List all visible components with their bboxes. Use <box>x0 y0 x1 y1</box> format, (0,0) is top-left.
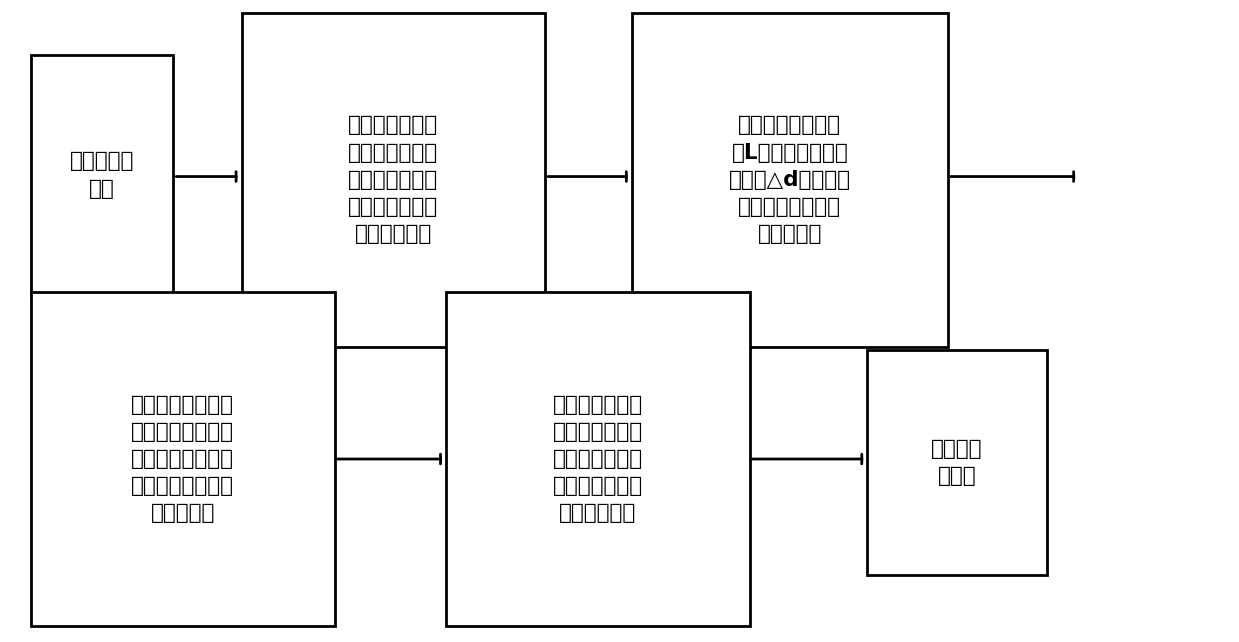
Text: 根据机床轴移动距
离L、移动方向、斑
点距离△d，计算激
光束指向与机床轴
的运动方向: 根据机床轴移动距 离L、移动方向、斑 点距离△d，计算激 光束指向与机床轴 的运… <box>729 116 851 244</box>
FancyBboxPatch shape <box>31 292 335 626</box>
FancyBboxPatch shape <box>867 350 1047 575</box>
FancyBboxPatch shape <box>632 13 948 347</box>
Text: 利用显微镜等测
量斑点距离，直
到激光束指向与
机床轴运动方向
夹角符合要求: 利用显微镜等测 量斑点距离，直 到激光束指向与 机床轴运动方向 夹角符合要求 <box>553 395 643 523</box>
FancyBboxPatch shape <box>446 292 750 626</box>
Text: 固定可调
反射镜: 固定可调 反射镜 <box>932 438 983 486</box>
Text: 调节可调反射镜，
调整激光束指向，
使机床轴在不同位
置时形成的斑点距
离不断减小: 调节可调反射镜， 调整激光束指向， 使机床轴在不同位 置时形成的斑点距 离不断减… <box>131 395 234 523</box>
FancyBboxPatch shape <box>31 55 173 295</box>
Text: 调节激光参数，
使机床轴在不同
位置时，激光束
在激光测试板上
均可形成斑点: 调节激光参数， 使机床轴在不同 位置时，激光束 在激光测试板上 均可形成斑点 <box>348 116 439 244</box>
FancyBboxPatch shape <box>242 13 545 347</box>
Text: 固定激光测
试板: 固定激光测 试板 <box>71 152 134 198</box>
